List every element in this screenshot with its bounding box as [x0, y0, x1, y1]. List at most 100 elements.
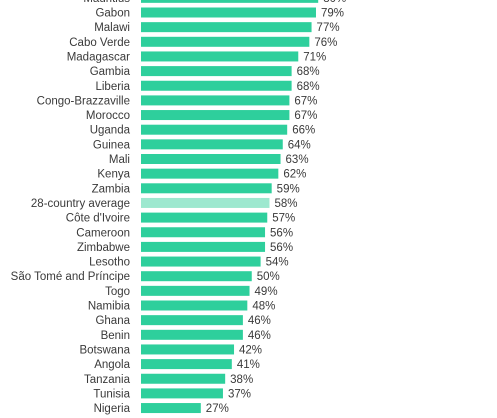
chart-row: Kenya 62% [97, 168, 306, 181]
bar [141, 124, 288, 135]
bar [141, 256, 261, 267]
chart-row: Zimbabwe 56% [77, 241, 293, 254]
chart-row: Mauritius 80% [83, 0, 346, 5]
bar [141, 66, 292, 77]
value-label: 77% [317, 22, 340, 34]
category-label: Zambia [92, 183, 131, 195]
value-label: 64% [288, 139, 311, 151]
value-label: 80% [323, 0, 346, 5]
value-label: 46% [248, 315, 271, 327]
bar [141, 344, 235, 355]
category-label: Gabon [95, 8, 130, 20]
value-label: 54% [266, 257, 289, 269]
value-label: 41% [237, 359, 260, 371]
value-label: 76% [314, 37, 337, 49]
category-label: Zimbabwe [77, 242, 130, 254]
value-label: 37% [228, 388, 251, 400]
chart-rows: Gabon 79% Malawi 77% Cabo Verde 76% Madagascar… [11, 7, 344, 415]
bar [141, 80, 292, 91]
value-label: 27% [206, 403, 229, 415]
category-label: Benin [101, 330, 130, 342]
chart-row: Madagascar 71% [67, 51, 326, 63]
value-label: 48% [252, 301, 275, 313]
value-label: 68% [297, 66, 320, 78]
value-label: 42% [239, 344, 262, 356]
category-label: Lesotho [89, 257, 130, 269]
value-label: 57% [272, 213, 295, 225]
value-label: 68% [297, 81, 320, 93]
category-label: Cameroon [76, 227, 130, 239]
category-label: Tunisia [93, 388, 130, 400]
category-label: Botswana [79, 344, 130, 356]
bar [141, 271, 252, 282]
bar [141, 403, 201, 414]
category-label: Uganda [90, 125, 131, 137]
chart-row: Gambia 68% [90, 66, 320, 78]
chart-row: Benin 46% [101, 329, 271, 342]
category-label: Nigeria [94, 403, 131, 415]
bar [141, 212, 268, 223]
category-label: Liberia [95, 81, 130, 93]
bar [141, 154, 281, 164]
chart-row: Gabon 79% [95, 7, 344, 20]
value-label: 67% [294, 110, 317, 122]
value-label: 67% [294, 95, 317, 107]
value-label: 46% [248, 330, 271, 342]
value-label: 71% [303, 51, 326, 63]
bar [141, 241, 266, 252]
chart-row: Cameroon 56% [76, 227, 293, 239]
chart-row: Zambia 59% [92, 183, 300, 195]
category-label: São Tomé and Príncipe [11, 271, 130, 283]
bar [141, 0, 319, 3]
value-label: 79% [321, 8, 344, 20]
bar [141, 22, 312, 33]
category-label: Gambia [90, 66, 131, 78]
category-label: Morocco [86, 110, 130, 122]
category-label: Namibia [88, 301, 131, 313]
chart-row: Uganda 66% [90, 124, 315, 137]
bar [141, 300, 248, 311]
chart-row: Ghana 46% [95, 315, 271, 327]
bar [141, 7, 316, 18]
value-label: 50% [257, 271, 280, 283]
value-label: 62% [283, 169, 306, 181]
category-label: Congo-Brazzaville [37, 95, 130, 107]
category-label: Angola [94, 359, 130, 371]
bar [141, 183, 272, 194]
category-label: Côte d'Ivoire [66, 213, 130, 225]
chart-row: Namibia 48% [88, 300, 275, 313]
bar [141, 373, 226, 384]
bar [141, 285, 250, 296]
category-label: Mali [109, 154, 130, 166]
chart-row: Guinea 64% [93, 139, 311, 151]
bar [141, 110, 290, 121]
chart-row: Botswana 42% [79, 344, 262, 356]
bar [141, 36, 310, 47]
category-label: Mauritius [83, 0, 130, 5]
chart-row: Morocco 67% [86, 110, 317, 122]
chart-row: Tunisia 37% [93, 388, 251, 400]
category-label: Kenya [97, 169, 130, 181]
chart-row: Nigeria 27% [94, 403, 229, 415]
bar [141, 197, 270, 208]
bar [141, 315, 243, 326]
bar [141, 359, 232, 370]
bar [141, 388, 223, 399]
category-label: Cabo Verde [69, 37, 130, 49]
category-label: Ghana [95, 315, 130, 327]
partial-top-row: Mauritius 80% [83, 0, 346, 5]
value-label: 56% [270, 227, 293, 239]
category-label: Malawi [94, 22, 130, 34]
bar [141, 139, 283, 150]
category-label: Tanzania [84, 374, 131, 386]
value-label: 66% [292, 125, 315, 137]
bar [141, 227, 266, 238]
value-label: 38% [230, 374, 253, 386]
value-label: 56% [270, 242, 293, 254]
chart-row: Angola 41% [94, 359, 260, 371]
chart-row: Mali 63% [109, 154, 309, 166]
bar [141, 51, 299, 62]
value-label: 63% [286, 154, 309, 166]
category-label: Madagascar [67, 51, 130, 63]
